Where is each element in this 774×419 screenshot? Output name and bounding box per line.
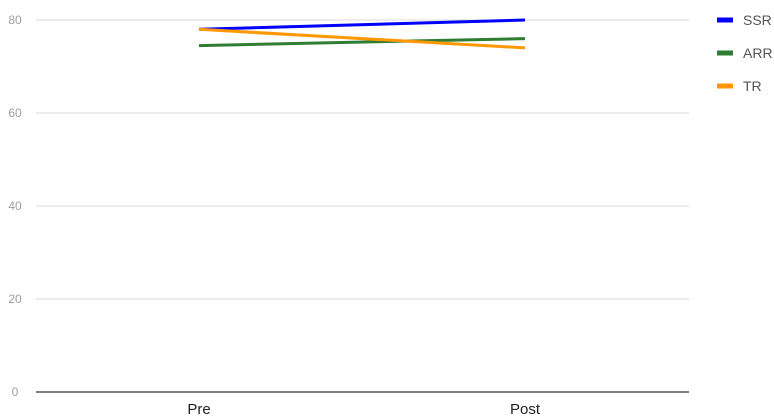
series-layer bbox=[198, 18, 526, 50]
y-tick-label: 0 bbox=[12, 385, 19, 399]
series-line-tr bbox=[198, 27, 526, 50]
legend-label: SSR bbox=[743, 12, 772, 28]
y-tick-label: 20 bbox=[8, 292, 22, 306]
legend-swatch-arr bbox=[717, 50, 733, 56]
legend-swatch-tr bbox=[717, 83, 733, 89]
legend: SSR ARR TR bbox=[717, 12, 773, 94]
x-tick-label: Post bbox=[510, 401, 541, 418]
y-tick-label: 80 bbox=[8, 13, 22, 27]
grid-layer bbox=[36, 19, 689, 300]
axis-layer: 0 20 40 60 80 Pre Post bbox=[8, 13, 689, 418]
legend-swatch-ssr bbox=[717, 17, 733, 23]
legend-label: ARR bbox=[743, 45, 773, 61]
y-tick-label: 60 bbox=[8, 106, 22, 120]
x-tick-label: Pre bbox=[187, 401, 210, 418]
series-line-arr bbox=[198, 37, 526, 48]
y-tick-label: 40 bbox=[8, 199, 22, 213]
legend-label: TR bbox=[743, 78, 762, 94]
series-line-ssr bbox=[198, 18, 526, 31]
